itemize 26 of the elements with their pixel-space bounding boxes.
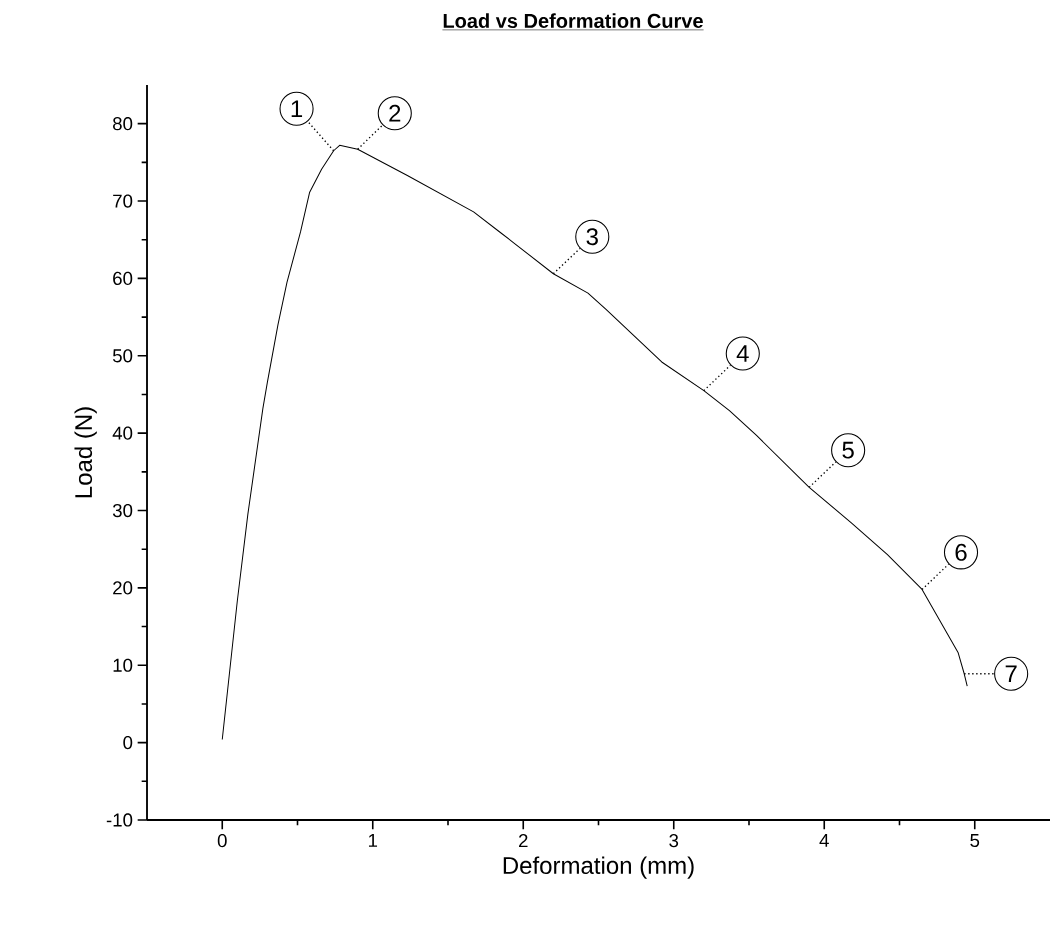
y-tick-label: 0 [123, 735, 133, 750]
y-tick-label: 20 [113, 581, 133, 595]
annotation: 1 [291, 100, 303, 118]
x-tick-label: 5 [970, 834, 980, 848]
x-tick-label: 2 [519, 834, 528, 848]
y-tick-label: 50 [112, 349, 133, 363]
y-tick-label: -10 [106, 813, 133, 827]
annotation: 7 [1005, 665, 1017, 683]
y-axis-title: Load (N) [74, 407, 97, 498]
y-tick-label: 30 [112, 503, 133, 518]
x-tick-label: 0 [217, 834, 227, 848]
y-tick-label: 70 [113, 194, 133, 208]
annotation: 5 [842, 441, 854, 459]
annotation: 3 [586, 228, 598, 246]
chart-title: Load vs Deformation Curve [443, 13, 703, 28]
x-tick-label: 3 [669, 834, 679, 848]
x-tick-label: 1 [368, 834, 378, 847]
annotation: 6 [955, 543, 967, 561]
y-tick-label: 40 [112, 426, 133, 440]
x-tick-label: 4 [819, 834, 829, 847]
annotation: 2 [389, 104, 401, 122]
y-tick-label: 80 [113, 117, 133, 131]
y-tick-label: 60 [113, 271, 133, 286]
x-axis-title: Deformation (mm) [503, 856, 694, 879]
y-tick-label: 10 [113, 658, 133, 672]
annotation: 4 [736, 345, 749, 362]
